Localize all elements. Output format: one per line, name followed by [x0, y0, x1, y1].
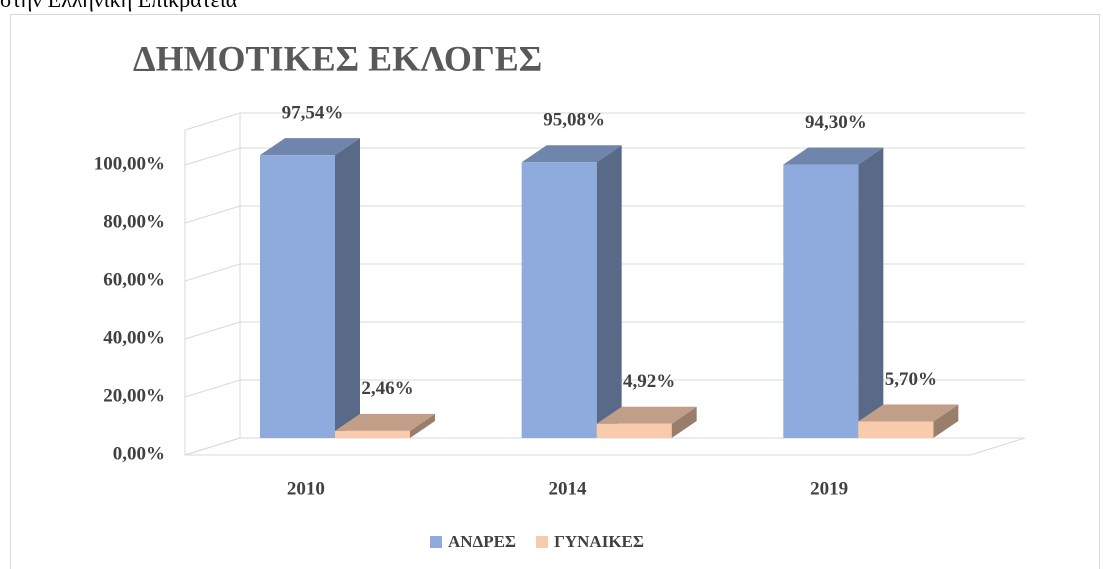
bar-top [596, 406, 697, 424]
bar-side [671, 406, 697, 438]
data-label: 94,30% [805, 112, 867, 133]
bar-side [858, 147, 884, 438]
data-label: 5,70% [885, 369, 937, 390]
y-tick-label: 40,00% [103, 327, 165, 348]
bar [335, 430, 410, 438]
legend-label: ΓΥΝΑΙΚΕΣ [554, 532, 644, 551]
y-tick-label: 0,00% [113, 443, 165, 464]
bar-side [933, 404, 959, 438]
data-label: 97,54% [282, 102, 344, 123]
y-tick-label: 80,00% [103, 211, 165, 232]
grid-line [184, 379, 1025, 398]
data-label: 2,46% [361, 378, 413, 399]
bar [260, 155, 335, 438]
bar [596, 423, 672, 438]
x-tick-label: 2014 [549, 478, 588, 499]
legend-label: ΑΝΔΡΕΣ [448, 532, 516, 551]
grid-line [184, 147, 1025, 166]
bar-top [335, 413, 435, 431]
bar-side [596, 145, 622, 438]
bar-top [521, 145, 622, 163]
caption: στην Ελληνική Επικράτεια [0, 0, 238, 12]
x-tick-label: 2010 [287, 478, 325, 499]
bar [783, 164, 859, 438]
legend-swatch [536, 536, 549, 548]
grid-line [184, 263, 1025, 282]
y-tick-label: 100,00% [94, 153, 165, 174]
bar-side [410, 413, 435, 438]
grid-line [184, 205, 1025, 224]
bar [858, 421, 934, 438]
data-label: 4,92% [623, 371, 675, 392]
grid-line [184, 321, 1025, 340]
floor [185, 437, 1026, 456]
data-label: 95,08% [543, 110, 605, 131]
bar-top [260, 138, 360, 156]
grid-line [184, 437, 1025, 456]
chart-title: ΔΗΜΟΤΙΚΕΣ ΕΚΛΟΓΕΣ [133, 38, 542, 78]
bar-top [858, 404, 959, 422]
chart-border [10, 14, 1100, 569]
x-tick-label: 2019 [810, 478, 848, 499]
bar [521, 162, 597, 438]
bar-side [335, 138, 360, 438]
back-wall [184, 112, 241, 456]
y-tick-label: 60,00% [103, 269, 165, 290]
bar-top [783, 147, 884, 165]
legend-swatch [430, 536, 442, 548]
y-tick-label: 20,00% [103, 385, 165, 406]
